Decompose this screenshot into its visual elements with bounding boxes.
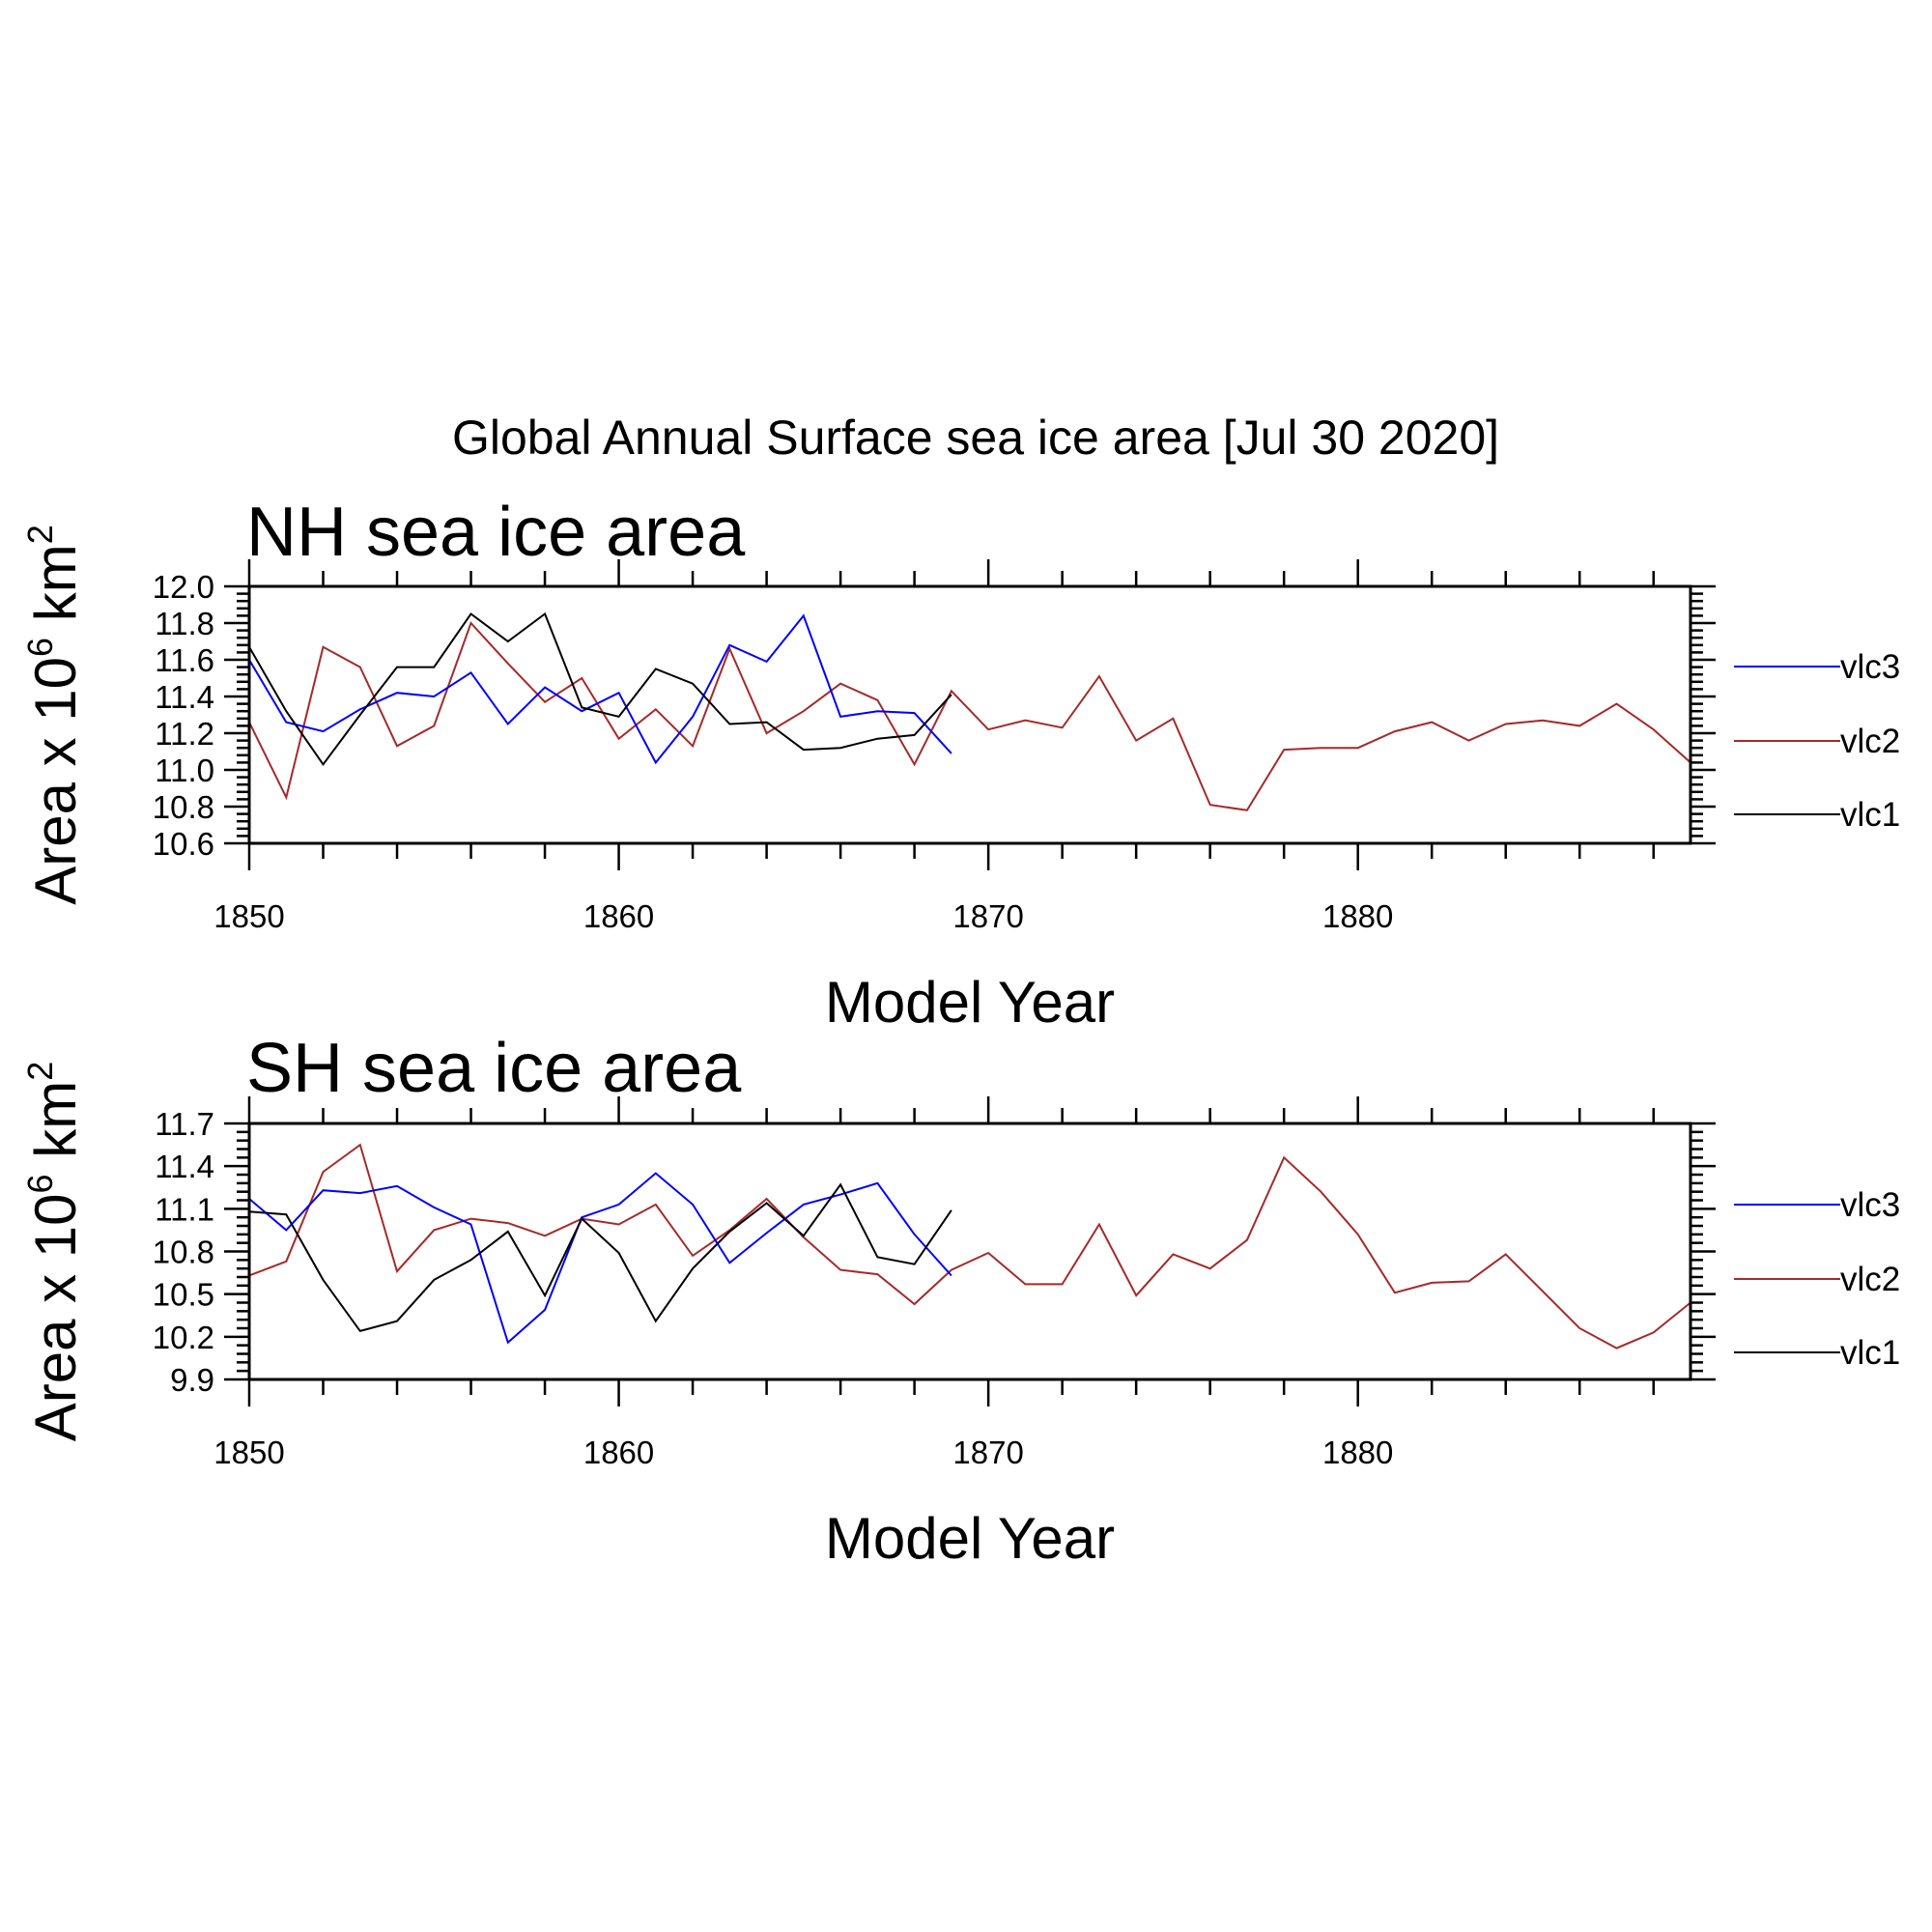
y-label-text: Area x 10 [23,657,88,905]
y-tick-label: 11.0 [155,753,214,788]
y-tick-label: 12.0 [153,569,214,605]
y-label-sup2: 2 [20,525,60,544]
y-tick-label: 11.6 [155,642,214,678]
series-line-vlc3 [249,613,952,765]
legend-label-vlc1: vlc1 [1840,1334,1900,1372]
y-axis-label: Area x 106 km2 [20,525,88,905]
y-tick-label: 11.2 [155,716,214,752]
y-label-sup: 6 [20,638,60,657]
legend-label-vlc3: vlc3 [1840,1186,1900,1224]
x-tick-label: 1880 [1322,898,1393,934]
plot-frame [247,584,1692,845]
legend-label-vlc2: vlc2 [1840,1261,1900,1298]
panel-sh: SH sea ice area Area x 106 km2 Model Year 1… [20,1030,1900,1571]
x-tick-label: 1870 [952,1435,1023,1470]
y-tick-label: 11.4 [155,1149,214,1184]
main-title: Global Annual Surface sea ice area [Jul … [452,411,1499,465]
y-tick-label: 9.9 [170,1362,214,1398]
x-axis-label: Model Year [825,970,1115,1035]
series-group [249,1143,1690,1350]
series-group [249,611,1690,811]
y-label-sup: 6 [20,1174,60,1193]
y-label-unit: km [23,1081,88,1175]
y-tick-label: 11.1 [155,1191,214,1227]
y-tick-label: 10.2 [153,1320,214,1355]
series-line-vlc1 [249,1182,952,1333]
x-tick-label: 1880 [1322,1435,1393,1470]
y-label-unit: km [23,544,88,638]
legend-label-vlc1: vlc1 [1840,796,1900,834]
series-line-vlc2 [249,1143,1690,1350]
y-tick-label: 10.8 [153,789,214,825]
y-label-text: Area x 10 [23,1193,88,1441]
x-axis-label: Model Year [825,1506,1115,1571]
y-tick-label: 11.8 [155,606,214,641]
series-line-vlc1 [249,611,952,767]
x-tick-label: 1860 [583,898,654,934]
y-tick-label: 11.4 [155,679,214,715]
x-tick-label: 1860 [583,1435,654,1470]
y-tick-label: 10.8 [153,1235,214,1270]
panel-title: SH sea ice area [246,1030,742,1107]
legend-label-vlc3: vlc3 [1840,648,1900,686]
y-tick-label: 10.6 [153,826,214,862]
x-tick-label: 1870 [952,898,1023,934]
legend-label-vlc2: vlc2 [1840,723,1900,760]
panel-title: NH sea ice area [246,494,746,571]
series-line-vlc2 [249,621,1690,811]
x-tick-label: 1850 [213,898,284,934]
y-axis-label: Area x 106 km2 [20,1062,88,1442]
y-tick-label: 10.5 [153,1277,214,1313]
y-tick-label: 11.7 [155,1106,214,1142]
plot-frame [247,1122,1692,1381]
y-label-sup2: 2 [20,1062,60,1081]
x-tick-label: 1850 [213,1435,284,1470]
series-line-vlc3 [249,1172,952,1345]
panel-nh: NH sea ice area Area x 106 km2 Model Year 1… [20,494,1900,1035]
